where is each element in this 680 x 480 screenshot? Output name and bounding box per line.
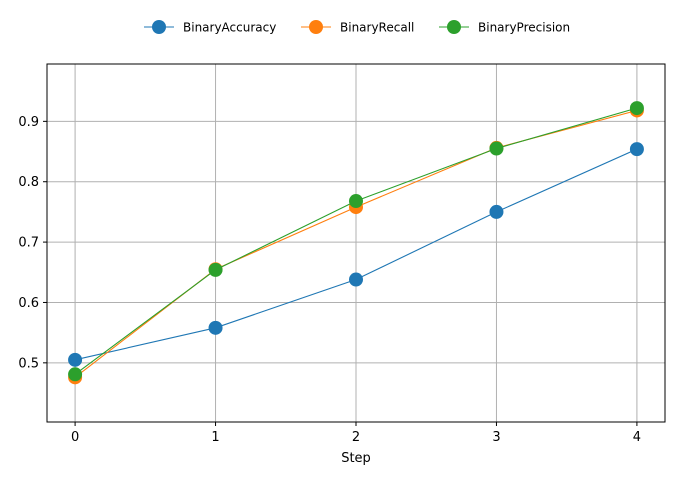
legend-item: BinaryRecall bbox=[301, 20, 414, 35]
x-tick-label: 3 bbox=[492, 430, 500, 445]
grid bbox=[47, 64, 665, 422]
x-tick-label: 2 bbox=[352, 430, 360, 445]
data-point bbox=[629, 101, 644, 116]
legend: BinaryAccuracy BinaryRecall BinaryPrecisio… bbox=[144, 20, 570, 35]
legend-item: BinaryAccuracy bbox=[144, 20, 276, 35]
legend-label: BinaryAccuracy bbox=[183, 21, 276, 35]
y-tick-label: 0.9 bbox=[18, 115, 39, 130]
y-tick-label: 0.8 bbox=[18, 175, 39, 190]
x-axis-label: Step bbox=[341, 451, 371, 466]
y-tick-label: 0.6 bbox=[18, 296, 39, 311]
data-point bbox=[68, 352, 83, 367]
x-axis: 0 1 2 3 4 bbox=[71, 422, 641, 445]
y-tick-label: 0.7 bbox=[18, 236, 39, 251]
data-point bbox=[489, 204, 504, 219]
legend-marker bbox=[309, 20, 323, 34]
y-axis: 0.5 0.6 0.7 0.8 0.9 bbox=[18, 115, 47, 371]
data-point bbox=[208, 320, 223, 335]
series-layer bbox=[68, 101, 644, 385]
legend-item: BinaryPrecision bbox=[439, 20, 570, 35]
data-point bbox=[349, 272, 363, 287]
series-BinaryPrecision bbox=[68, 101, 644, 382]
x-tick-label: 4 bbox=[633, 430, 641, 445]
legend-marker bbox=[447, 20, 461, 34]
data-point bbox=[489, 141, 504, 156]
x-tick-label: 1 bbox=[211, 430, 219, 445]
data-point bbox=[629, 142, 644, 157]
x-tick-label: 0 bbox=[71, 430, 79, 445]
data-point bbox=[349, 194, 363, 209]
y-tick-label: 0.5 bbox=[18, 356, 39, 371]
data-point bbox=[68, 367, 83, 382]
series-BinaryAccuracy bbox=[68, 142, 644, 367]
legend-label: BinaryRecall bbox=[340, 21, 414, 35]
legend-marker bbox=[152, 20, 166, 34]
data-point bbox=[208, 262, 223, 277]
legend-label: BinaryPrecision bbox=[478, 21, 570, 35]
